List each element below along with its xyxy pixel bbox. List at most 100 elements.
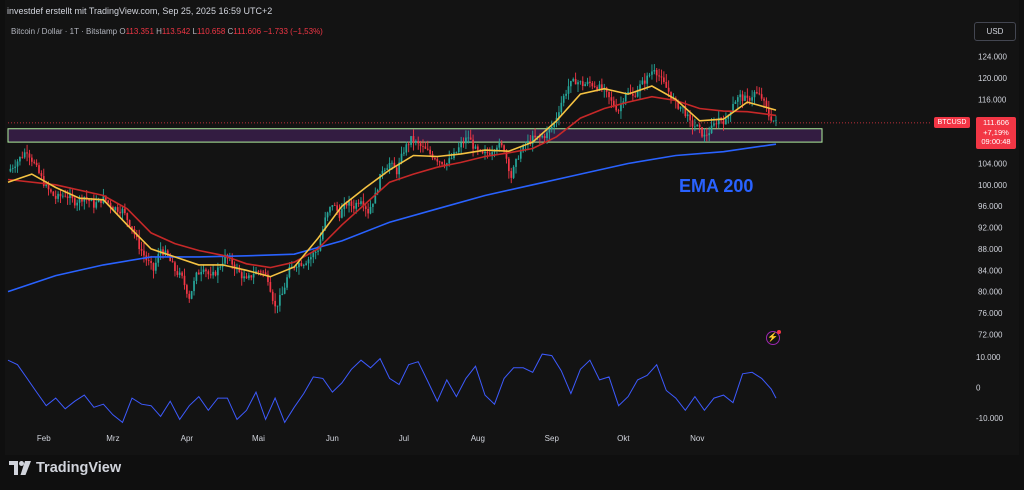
x-tick-label: Apr bbox=[181, 434, 194, 443]
candle-body bbox=[66, 196, 69, 199]
candle-body bbox=[143, 250, 145, 256]
candle-body bbox=[147, 260, 150, 262]
candle-body bbox=[50, 189, 52, 192]
candle-body bbox=[250, 275, 253, 278]
candle-body bbox=[713, 123, 715, 126]
candle-body bbox=[455, 152, 458, 153]
candle-body bbox=[104, 195, 107, 201]
candle-body bbox=[691, 120, 694, 127]
candle-body bbox=[617, 110, 620, 112]
candle-body bbox=[95, 202, 98, 208]
candle-body bbox=[248, 275, 250, 279]
candle-body bbox=[407, 144, 410, 146]
candle-body bbox=[126, 213, 129, 221]
candle-body bbox=[608, 91, 610, 98]
oscillator-line bbox=[7, 353, 777, 424]
candle-body bbox=[670, 91, 672, 100]
candle-body bbox=[195, 272, 198, 281]
candle-body bbox=[171, 261, 174, 263]
candle-body bbox=[760, 94, 763, 99]
candle-body bbox=[312, 252, 315, 258]
candle-body bbox=[271, 291, 274, 301]
candle-body bbox=[426, 148, 429, 150]
candle-body bbox=[429, 149, 431, 154]
osc-tick-label: 0 bbox=[976, 384, 981, 393]
candle-body bbox=[186, 285, 188, 294]
currency-selector[interactable]: USD bbox=[974, 22, 1016, 41]
candle-body bbox=[305, 263, 307, 265]
candle-body bbox=[45, 184, 48, 186]
candle-body bbox=[295, 267, 298, 268]
candle-body bbox=[40, 173, 43, 177]
candle-body bbox=[438, 161, 441, 163]
candle-body bbox=[679, 106, 682, 109]
candle-body bbox=[572, 78, 575, 82]
candle-body bbox=[756, 92, 758, 94]
candle-body bbox=[593, 86, 596, 88]
candle-body bbox=[548, 129, 551, 133]
candle-body bbox=[288, 266, 291, 278]
candle-body bbox=[35, 162, 38, 166]
candle-body bbox=[615, 105, 618, 111]
candle-body bbox=[166, 250, 169, 256]
candle-body bbox=[174, 262, 176, 272]
candle-body bbox=[276, 305, 279, 307]
candle-body bbox=[686, 114, 689, 117]
candle-body bbox=[357, 202, 360, 204]
tradingview-logo[interactable]: TradingView bbox=[9, 460, 121, 476]
candle-body bbox=[169, 255, 172, 262]
candle-body bbox=[574, 78, 577, 85]
candle-body bbox=[527, 140, 529, 145]
candle-body bbox=[71, 194, 74, 199]
candle-body bbox=[90, 200, 93, 202]
candle-body bbox=[419, 143, 422, 147]
candle-body bbox=[59, 193, 62, 197]
candle-body bbox=[138, 236, 141, 250]
last-price-badge: 111.606 +7,19% 09:00:48 bbox=[976, 117, 1016, 149]
candle-body bbox=[591, 83, 594, 87]
candle-body bbox=[624, 93, 627, 102]
candle-body bbox=[219, 266, 222, 268]
candle-body bbox=[717, 117, 720, 125]
candle-body bbox=[765, 100, 768, 108]
candle-body bbox=[534, 135, 536, 138]
candle-body bbox=[741, 94, 744, 101]
candle-body bbox=[467, 137, 470, 139]
candle-body bbox=[667, 87, 670, 92]
candle-body bbox=[64, 195, 67, 197]
candle-body bbox=[736, 97, 739, 102]
candle-body bbox=[708, 133, 711, 136]
y-tick-label: 80.000 bbox=[978, 288, 1003, 297]
candle-body bbox=[97, 199, 100, 203]
candle-body bbox=[257, 271, 260, 272]
candle-body bbox=[596, 86, 598, 90]
candle-body bbox=[383, 169, 386, 171]
y-tick-label: 92.000 bbox=[978, 224, 1003, 233]
candle-body bbox=[386, 168, 389, 170]
candle-body bbox=[259, 271, 262, 273]
candle-body bbox=[391, 162, 393, 164]
candle-body bbox=[653, 70, 656, 72]
candle-body bbox=[488, 153, 491, 155]
candle-body bbox=[417, 141, 420, 144]
candle-body bbox=[493, 150, 496, 153]
candle-body bbox=[634, 95, 637, 97]
zone-layer bbox=[7, 122, 930, 143]
candle-body bbox=[26, 152, 28, 154]
candle-body bbox=[54, 195, 57, 199]
candle-body bbox=[321, 229, 324, 240]
candle-body bbox=[462, 142, 465, 144]
candle-body bbox=[245, 276, 248, 279]
y-tick-label: 100.000 bbox=[978, 181, 1007, 190]
lightning-icon[interactable]: ⚡ bbox=[766, 331, 780, 345]
candle-body bbox=[343, 203, 346, 210]
candle-body bbox=[16, 161, 19, 167]
candle-body bbox=[100, 199, 102, 204]
symbol-name[interactable]: Bitcoin / Dollar · 1T · Bitstamp bbox=[11, 27, 118, 36]
footer bbox=[0, 455, 1024, 490]
candle-body bbox=[503, 145, 505, 152]
candle-body bbox=[369, 206, 372, 214]
candle-body bbox=[352, 205, 355, 209]
candle-body bbox=[610, 97, 613, 101]
